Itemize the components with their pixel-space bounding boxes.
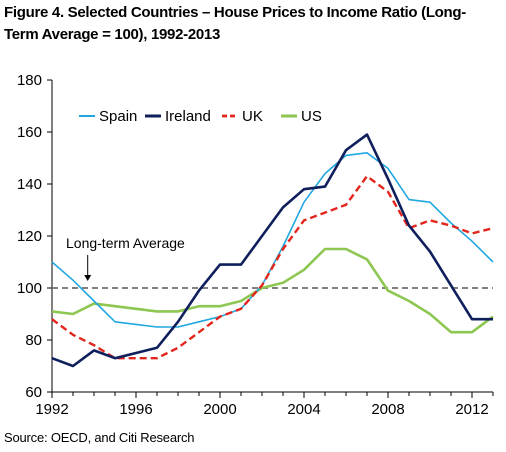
x-tick-label: 2004: [287, 401, 320, 418]
legend-label-ireland: Ireland: [165, 108, 211, 125]
y-tick-label: 140: [17, 176, 42, 193]
source-note: Source: OECD, and Citi Research: [4, 430, 195, 445]
y-tick-label: 80: [25, 332, 42, 349]
x-tick-label: 2000: [203, 401, 236, 418]
legend-label-uk: UK: [242, 108, 263, 125]
axes: 60 80 100 120 140 160 180 1992 1996 2000 2004 2008 2…: [17, 72, 494, 418]
x-tick-label: 1992: [35, 401, 68, 418]
x-tick-label: 1996: [119, 401, 152, 418]
y-tick-label: 160: [17, 124, 42, 141]
series-line-uk: [51, 174, 494, 360]
series-lines: [51, 133, 494, 368]
reference-line-label: Long-term Average: [66, 235, 185, 251]
series-line-us: [51, 247, 494, 334]
y-tick-label: 120: [17, 228, 42, 245]
reference-line-group: Long-term Average: [52, 235, 493, 289]
legend: Spain Ireland UK US: [79, 108, 322, 125]
annotation-arrow-head: [84, 275, 92, 281]
y-tick-label: 180: [17, 72, 42, 89]
x-tick-label: 2008: [371, 401, 404, 418]
chart-title: Figure 4. Selected Countries – House Pri…: [4, 4, 466, 43]
legend-label-spain: Spain: [99, 108, 137, 125]
x-tick-label: 2012: [455, 401, 488, 418]
legend-label-us: US: [301, 108, 322, 125]
y-tick-label: 60: [25, 384, 42, 401]
series-line-ireland: [51, 133, 493, 368]
y-tick-label: 100: [17, 280, 42, 297]
